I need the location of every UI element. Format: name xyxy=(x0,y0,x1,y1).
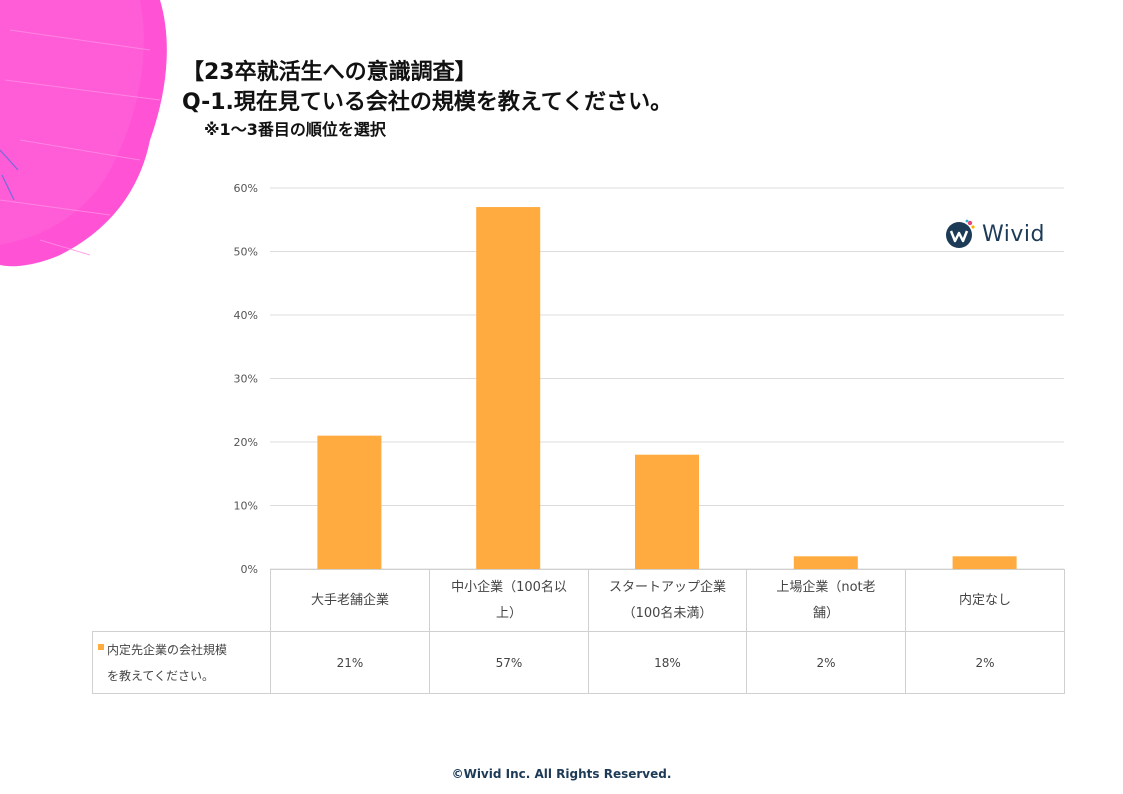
value-cell: 21% xyxy=(270,631,430,694)
bar xyxy=(793,556,858,569)
value-cell: 57% xyxy=(429,631,589,694)
y-tick-label: 60% xyxy=(234,182,258,195)
category-cell: スタートアップ企業 （100名未満） xyxy=(588,569,747,632)
wivid-logo-icon xyxy=(946,219,975,248)
legend-swatch xyxy=(98,644,104,650)
survey-title: 【23卒就活生への意識調査】 xyxy=(182,60,477,85)
title-block: 【23卒就活生への意識調査】 Q-1.現在見ている会社の規模を教えてください。 … xyxy=(182,58,672,142)
y-tick-label: 40% xyxy=(234,309,258,322)
value-cell: 2% xyxy=(905,631,1065,694)
category-cell: 大手老舗企業 xyxy=(270,569,430,632)
category-cell: 内定なし xyxy=(905,569,1065,632)
y-tick-label: 50% xyxy=(234,246,258,259)
question-note: ※1～3番目の順位を選択 xyxy=(204,120,386,139)
copyright-footer: ©Wivid Inc. All Rights Reserved. xyxy=(451,767,672,781)
wivid-logo-text: Wivid xyxy=(982,221,1045,247)
y-tick-label: 20% xyxy=(234,436,258,449)
category-cell: 中小企業（100名以 上） xyxy=(429,569,589,632)
category-row: 大手老舗企業 中小企業（100名以 上） スタートアップ企業 （100名未満） 上場… xyxy=(92,569,1065,632)
value-cell: 18% xyxy=(588,631,747,694)
pink-scribble-decoration xyxy=(0,0,167,267)
bar xyxy=(635,454,699,569)
chart-data-table: 大手老舗企業 中小企業（100名以 上） スタートアップ企業 （100名未満） 上場… xyxy=(92,569,1065,694)
bar xyxy=(476,207,541,570)
value-row: 内定先企業の会社規模 を教えてください。 21% 57% 18% 2% 2% xyxy=(92,631,1065,694)
category-cell: 上場企業（not老 舗） xyxy=(746,569,906,632)
y-tick-label: 30% xyxy=(234,373,258,386)
y-tick-label: 10% xyxy=(234,500,258,513)
wivid-logo: Wivid xyxy=(944,218,1045,250)
value-cell: 2% xyxy=(746,631,906,694)
table-corner xyxy=(92,569,271,632)
legend-cell: 内定先企業の会社規模 を教えてください。 xyxy=(92,631,271,694)
bar xyxy=(317,435,382,569)
bar xyxy=(952,556,1017,569)
question-title: Q-1.現在見ている会社の規模を教えてください。 xyxy=(182,90,673,115)
